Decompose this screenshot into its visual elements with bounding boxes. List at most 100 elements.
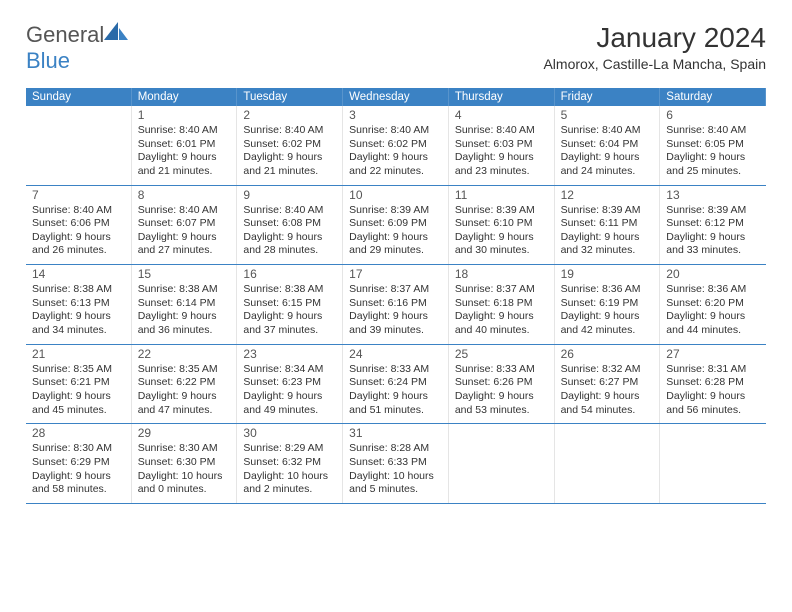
- month-title: January 2024: [543, 22, 766, 54]
- day-label: Friday: [555, 88, 661, 106]
- daylight1-text: Daylight: 9 hours: [349, 151, 442, 165]
- week-row: 14 Sunrise: 8:38 AM Sunset: 6:13 PM Dayligh…: [26, 265, 766, 345]
- sunset-text: Sunset: 6:33 PM: [349, 456, 442, 470]
- daylight1-text: Daylight: 9 hours: [666, 151, 760, 165]
- day-number: 16: [243, 267, 336, 281]
- daylight1-text: Daylight: 9 hours: [138, 310, 231, 324]
- sunrise-text: Sunrise: 8:30 AM: [32, 442, 125, 456]
- sunset-text: Sunset: 6:29 PM: [32, 456, 125, 470]
- day-number: 15: [138, 267, 231, 281]
- daylight1-text: Daylight: 9 hours: [561, 310, 654, 324]
- sunset-text: Sunset: 6:05 PM: [666, 138, 760, 152]
- day-number: 11: [455, 188, 548, 202]
- sunrise-text: Sunrise: 8:39 AM: [455, 204, 548, 218]
- sunrise-text: Sunrise: 8:39 AM: [561, 204, 654, 218]
- sunrise-text: Sunrise: 8:40 AM: [138, 124, 231, 138]
- day-cell: [26, 106, 132, 185]
- sunrise-text: Sunrise: 8:39 AM: [666, 204, 760, 218]
- daylight2-text: and 5 minutes.: [349, 483, 442, 497]
- sunrise-text: Sunrise: 8:39 AM: [349, 204, 442, 218]
- sunset-text: Sunset: 6:13 PM: [32, 297, 125, 311]
- sunrise-text: Sunrise: 8:40 AM: [349, 124, 442, 138]
- sunrise-text: Sunrise: 8:37 AM: [349, 283, 442, 297]
- daylight2-text: and 33 minutes.: [666, 244, 760, 258]
- sunrise-text: Sunrise: 8:35 AM: [138, 363, 231, 377]
- day-number: 12: [561, 188, 654, 202]
- day-cell: [555, 424, 661, 503]
- sunset-text: Sunset: 6:26 PM: [455, 376, 548, 390]
- daylight1-text: Daylight: 9 hours: [561, 231, 654, 245]
- daylight2-text: and 37 minutes.: [243, 324, 336, 338]
- sunrise-text: Sunrise: 8:28 AM: [349, 442, 442, 456]
- sunrise-text: Sunrise: 8:40 AM: [243, 124, 336, 138]
- day-label: Monday: [132, 88, 238, 106]
- day-cell: 17Sunrise: 8:37 AMSunset: 6:16 PMDayligh…: [343, 265, 449, 344]
- daylight1-text: Daylight: 9 hours: [243, 231, 336, 245]
- sunset-text: Sunset: 6:12 PM: [666, 217, 760, 231]
- daylight2-text: and 23 minutes.: [455, 165, 548, 179]
- day-cell: [449, 424, 555, 503]
- daylight1-text: Daylight: 9 hours: [666, 231, 760, 245]
- sunset-text: Sunset: 6:32 PM: [243, 456, 336, 470]
- day-cell: 22Sunrise: 8:35 AMSunset: 6:22 PMDayligh…: [132, 345, 238, 424]
- sunrise-text: Sunrise: 8:40 AM: [666, 124, 760, 138]
- day-cell: 1Sunrise: 8:40 AMSunset: 6:01 PMDaylight…: [132, 106, 238, 185]
- sunrise-text: Sunrise: 8:38 AM: [243, 283, 336, 297]
- week-row: 21Sunrise: 8:35 AMSunset: 6:21 PMDayligh…: [26, 345, 766, 425]
- day-number: 30: [243, 426, 336, 440]
- day-cell: 30Sunrise: 8:29 AMSunset: 6:32 PMDayligh…: [237, 424, 343, 503]
- sunrise-text: Sunrise: 8:40 AM: [561, 124, 654, 138]
- day-number: 19: [561, 267, 654, 281]
- daylight2-text: and 32 minutes.: [561, 244, 654, 258]
- day-cell: 5Sunrise: 8:40 AMSunset: 6:04 PMDaylight…: [555, 106, 661, 185]
- day-cell: 23Sunrise: 8:34 AMSunset: 6:23 PMDayligh…: [237, 345, 343, 424]
- sunset-text: Sunset: 6:22 PM: [138, 376, 231, 390]
- sunset-text: Sunset: 6:08 PM: [243, 217, 336, 231]
- daylight2-text: and 39 minutes.: [349, 324, 442, 338]
- day-label: Thursday: [449, 88, 555, 106]
- day-label: Sunday: [26, 88, 132, 106]
- day-label: Wednesday: [343, 88, 449, 106]
- daylight1-text: Daylight: 9 hours: [455, 231, 548, 245]
- day-cell: 15Sunrise: 8:38 AMSunset: 6:14 PMDayligh…: [132, 265, 238, 344]
- sunrise-text: Sunrise: 8:40 AM: [32, 204, 125, 218]
- week-row: 1Sunrise: 8:40 AMSunset: 6:01 PMDaylight…: [26, 106, 766, 186]
- daylight2-text: and 42 minutes.: [561, 324, 654, 338]
- sunrise-text: Sunrise: 8:40 AM: [138, 204, 231, 218]
- sunset-text: Sunset: 6:30 PM: [138, 456, 231, 470]
- sunset-text: Sunset: 6:04 PM: [561, 138, 654, 152]
- sunset-text: Sunset: 6:03 PM: [455, 138, 548, 152]
- daylight2-text: and 24 minutes.: [561, 165, 654, 179]
- sunset-text: Sunset: 6:28 PM: [666, 376, 760, 390]
- daylight1-text: Daylight: 9 hours: [138, 151, 231, 165]
- sunrise-text: Sunrise: 8:33 AM: [455, 363, 548, 377]
- day-cell: 11 Sunrise: 8:39 AMSunset: 6:10 PMDayligh…: [449, 186, 555, 265]
- daylight1-text: Daylight: 9 hours: [32, 231, 125, 245]
- daylight2-text: and 58 minutes.: [32, 483, 125, 497]
- sunrise-text: Sunrise: 8:38 AM: [138, 283, 231, 297]
- sunset-text: Sunset: 6:10 PM: [455, 217, 548, 231]
- daylight2-text: and 51 minutes.: [349, 404, 442, 418]
- daylight1-text: Daylight: 10 hours: [349, 470, 442, 484]
- day-number: 17: [349, 267, 442, 281]
- daylight1-text: Daylight: 9 hours: [138, 231, 231, 245]
- day-label: Tuesday: [237, 88, 343, 106]
- sunrise-text: Sunrise: 8:40 AM: [243, 204, 336, 218]
- day-number: 14: [32, 267, 125, 281]
- brand-text: GeneralBlue: [26, 22, 128, 74]
- title-block: January 2024 Almorox, Castille-La Mancha…: [543, 22, 766, 72]
- daylight2-text: and 21 minutes.: [138, 165, 231, 179]
- day-number: 2: [243, 108, 336, 122]
- daylight2-text: and 25 minutes.: [666, 165, 760, 179]
- daylight2-text: and 21 minutes.: [243, 165, 336, 179]
- sunset-text: Sunset: 6:27 PM: [561, 376, 654, 390]
- day-cell: 28Sunrise: 8:30 AMSunset: 6:29 PMDayligh…: [26, 424, 132, 503]
- daylight1-text: Daylight: 9 hours: [561, 151, 654, 165]
- sunset-text: Sunset: 6:02 PM: [243, 138, 336, 152]
- sunset-text: Sunset: 6:15 PM: [243, 297, 336, 311]
- daylight2-text: and 34 minutes.: [32, 324, 125, 338]
- sunrise-text: Sunrise: 8:32 AM: [561, 363, 654, 377]
- calendar: Sunday Monday Tuesday Wednesday Thursday…: [26, 88, 766, 504]
- daylight1-text: Daylight: 9 hours: [455, 390, 548, 404]
- day-number: 7: [32, 188, 125, 202]
